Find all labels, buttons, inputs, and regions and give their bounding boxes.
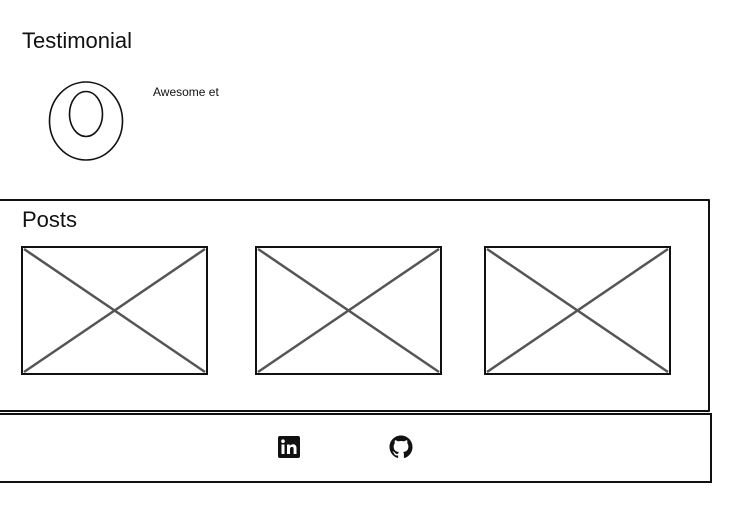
- posts-title: Posts: [22, 207, 78, 232]
- testimonial-quote: Awesome et: [153, 85, 219, 99]
- github-icon[interactable]: [389, 435, 413, 459]
- post-image-placeholder[interactable]: [484, 246, 671, 375]
- post-image-placeholder[interactable]: [255, 246, 442, 375]
- posts-panel: [0, 199, 710, 412]
- avatar-placeholder-icon: [48, 81, 124, 161]
- footer-panel: [0, 413, 712, 483]
- testimonial-title: Testimonial: [22, 28, 133, 53]
- linkedin-icon[interactable]: [277, 435, 301, 459]
- post-image-placeholder[interactable]: [21, 246, 208, 375]
